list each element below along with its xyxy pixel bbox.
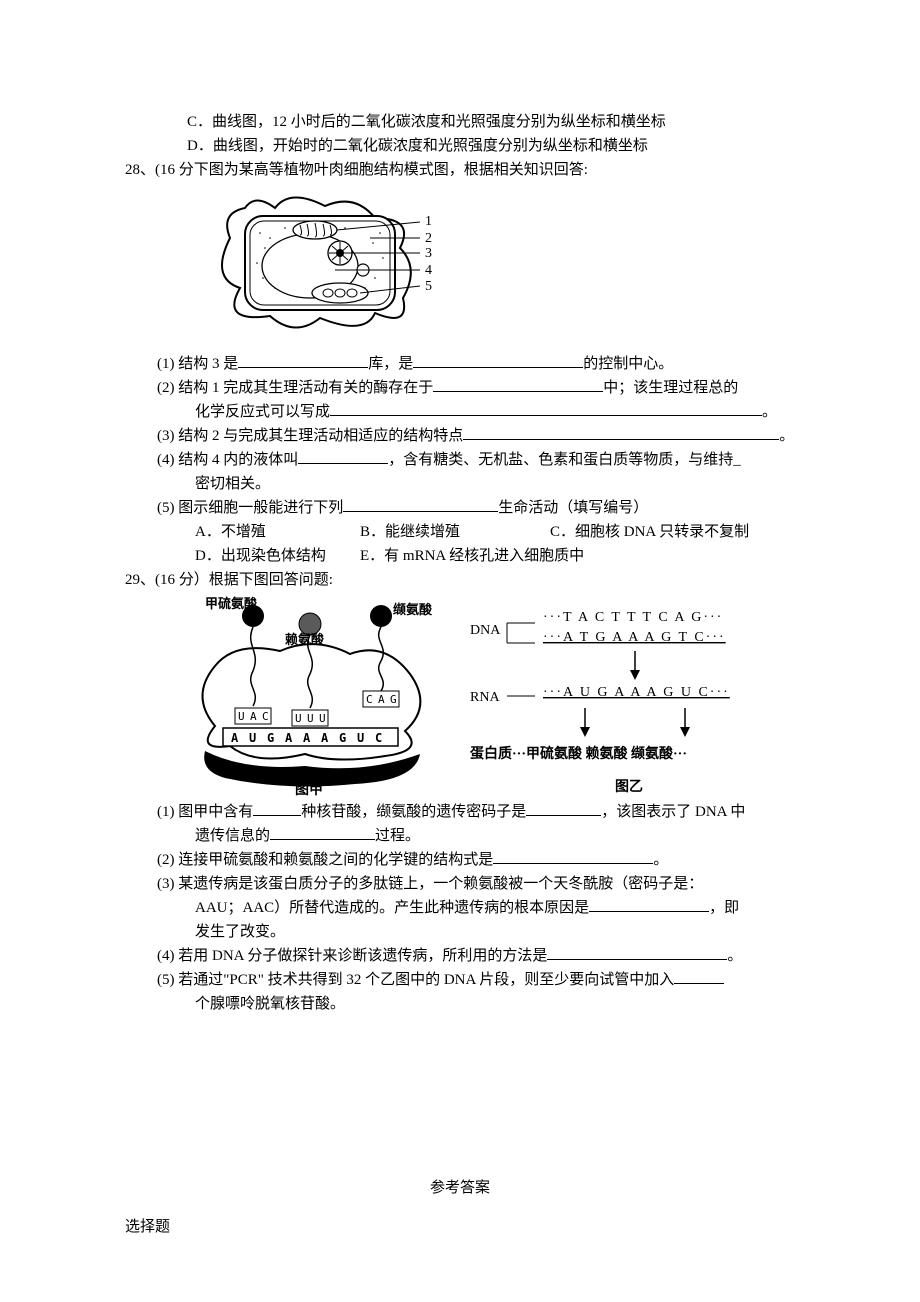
- svg-text:DNA: DNA: [470, 623, 501, 638]
- svg-text:图乙: 图乙: [615, 779, 643, 795]
- q29-3b: AAU；AAC）所替代造成的。产生此种遗传病的根本原因是，即: [125, 896, 795, 920]
- svg-text:RNA: RNA: [470, 690, 500, 705]
- opt-c: C．曲线图，12 小时后的二氧化碳浓度和光照强度分别为纵坐标和横坐标: [125, 110, 795, 134]
- svg-text:蛋白质···甲硫氨酸 赖氨酸 缬氨酸···: 蛋白质···甲硫氨酸 赖氨酸 缬氨酸···: [470, 745, 687, 762]
- q29-head: 29、(16 分）根据下图回答问题:: [125, 568, 795, 592]
- svg-text:U: U: [319, 712, 326, 725]
- lbl-4: 4: [425, 263, 432, 278]
- q28-head: 28、(16 分下图为某高等植物叶肉细胞结构模式图，根据相关知识回答:: [125, 158, 795, 182]
- svg-text:图甲: 图甲: [295, 782, 323, 796]
- q29-1b: 遗传信息的过程。: [125, 824, 795, 848]
- svg-text:A: A: [231, 731, 239, 745]
- q28-opts2: D．出现染色体结构E．有 mRNA 经核孔进入细胞质中: [125, 544, 795, 568]
- svg-text:A: A: [378, 693, 385, 706]
- q29-3a: (3) 某遗传病是该蛋白质分子的多肽链上，一个赖氨酸被一个天冬酰胺（密码子是：: [125, 872, 795, 896]
- q28-2a: (2) 结构 1 完成其生理活动有关的酶存在于中；该生理过程总的: [125, 376, 795, 400]
- svg-text:A: A: [321, 731, 329, 745]
- q29-1a: (1) 图甲中含有种核苷酸，缬氨酸的遗传密码子是，该图表示了 DNA 中: [125, 800, 795, 824]
- svg-text:C: C: [262, 710, 269, 723]
- answer-sub: 选择题: [125, 1215, 795, 1239]
- q28-3: (3) 结构 2 与完成其生理活动相适应的结构特点。: [125, 424, 795, 448]
- svg-text:U: U: [307, 712, 314, 725]
- svg-text:U: U: [238, 710, 245, 723]
- svg-text:甲硫氨酸: 甲硫氨酸: [205, 596, 258, 611]
- lbl-5: 5: [425, 279, 432, 294]
- svg-text:A: A: [303, 731, 311, 745]
- svg-text:G: G: [267, 731, 274, 745]
- lbl-3: 3: [425, 246, 432, 261]
- page: C．曲线图，12 小时后的二氧化碳浓度和光照强度分别为纵坐标和横坐标 D．曲线图…: [0, 0, 920, 1302]
- svg-text:C: C: [375, 731, 382, 745]
- svg-text:G: G: [339, 731, 346, 745]
- q28-5: (5) 图示细胞一般能进行下列生命活动（填写编号）: [125, 496, 795, 520]
- svg-text:A: A: [285, 731, 293, 745]
- q29-4: (4) 若用 DNA 分子做探针来诊断该遗传病，所利用的方法是。: [125, 944, 795, 968]
- q29-5b: 个腺嘌呤脱氧核苷酸。: [125, 992, 795, 1016]
- q28-4b: 密切相关。: [125, 472, 795, 496]
- svg-text:···A T G A A A G T C···: ···A T G A A A G T C···: [543, 630, 726, 645]
- q29-2: (2) 连接甲硫氨酸和赖氨酸之间的化学键的结构式是。: [125, 848, 795, 872]
- q28-4a: (4) 结构 4 内的液体叫，含有糖类、无机盐、色素和蛋白质等物质，与维持_: [125, 448, 795, 472]
- q29-diagram: 甲硫氨酸 赖氨酸 缬氨酸 UAC UUU CAG: [185, 596, 795, 796]
- svg-text:C: C: [366, 693, 373, 706]
- q28-1: (1) 结构 3 是库，是的控制中心。: [125, 352, 795, 376]
- lbl-2: 2: [425, 231, 432, 246]
- lbl-1: 1: [425, 214, 432, 229]
- svg-text:缬氨酸: 缬氨酸: [393, 602, 433, 617]
- answer-title: 参考答案: [125, 1176, 795, 1200]
- fig-yi: DNA ···T A C T T T C A G··· ···A T G A A…: [465, 596, 785, 796]
- q28-2b: 化学反应式可以写成。: [125, 400, 795, 424]
- svg-text:U: U: [295, 712, 302, 725]
- svg-text:U: U: [249, 731, 256, 745]
- opt-d: D．曲线图，开始时的二氧化碳浓度和光照强度分别为纵坐标和横坐标: [125, 134, 795, 158]
- fig-jia: 甲硫氨酸 赖氨酸 缬氨酸 UAC UUU CAG: [185, 596, 445, 796]
- svg-text:U: U: [357, 731, 364, 745]
- svg-text:···T A C T T T C A G···: ···T A C T T T C A G···: [543, 610, 723, 625]
- cell-diagram: 1 2 3 4 5: [215, 188, 795, 346]
- q28-opts1: A．不增殖B．能继续增殖C．细胞核 DNA 只转录不复制: [125, 520, 795, 544]
- svg-text:G: G: [390, 693, 397, 706]
- svg-text:A: A: [250, 710, 257, 723]
- q29-5a: (5) 若通过"PCR" 技术共得到 32 个乙图中的 DNA 片段，则至少要向…: [125, 968, 795, 992]
- q29-3c: 发生了改变。: [125, 920, 795, 944]
- svg-text:···A U G A A A G U C···: ···A U G A A A G U C···: [543, 685, 730, 700]
